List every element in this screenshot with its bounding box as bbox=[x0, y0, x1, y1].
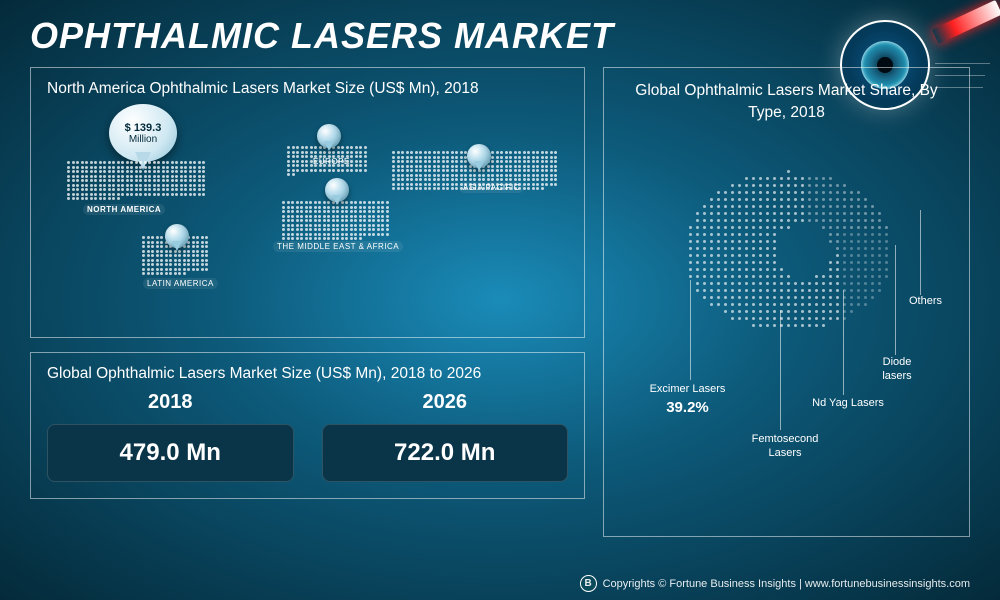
na-callout: $ 139.3 Million bbox=[109, 104, 177, 162]
market-size-panel: Global Ophthalmic Lasers Market Size (US… bbox=[30, 352, 585, 499]
share-panel-title: Global Ophthalmic Lasers Market Share, B… bbox=[620, 80, 953, 123]
seg-others: Others bbox=[903, 295, 948, 309]
callout-value: $ 139.3 bbox=[109, 122, 177, 134]
map-panel: North America Ophthalmic Lasers Market S… bbox=[30, 67, 585, 338]
seg-ndyag: Nd Yag Lasers bbox=[808, 397, 888, 411]
seg-diode: Diode lasers bbox=[872, 356, 922, 384]
pie-chart: Excimer Lasers 39.2% Femtosecond Lasers … bbox=[620, 135, 953, 525]
mea-pin bbox=[325, 178, 349, 202]
footer-text: Copyrights © Fortune Business Insights |… bbox=[603, 578, 970, 590]
ms-year-0: 2018 bbox=[47, 391, 294, 414]
ap-pin bbox=[467, 144, 491, 168]
footer: B Copyrights © Fortune Business Insights… bbox=[580, 575, 970, 592]
ap-label: ASIA PACIFIC bbox=[459, 182, 524, 193]
seg-femto: Femtosecond Lasers bbox=[740, 433, 830, 461]
ms-year-1: 2026 bbox=[322, 391, 569, 414]
mea-label: THE MIDDLE EAST & AFRICA bbox=[273, 241, 403, 252]
eu-label: EUROPE bbox=[309, 156, 354, 167]
la-pin bbox=[165, 224, 189, 248]
na-dots bbox=[67, 161, 207, 200]
footer-badge-icon: B bbox=[580, 575, 597, 592]
seg-value: 39.2% bbox=[640, 399, 735, 418]
map-panel-title: North America Ophthalmic Lasers Market S… bbox=[47, 80, 568, 98]
ms-col-2026: 2026 722.0 Mn bbox=[322, 391, 569, 482]
world-map: $ 139.3 Million NORTH AMERICA LATIN AMER… bbox=[47, 106, 568, 321]
ms-value-1: 722.0 Mn bbox=[322, 424, 569, 482]
market-size-title: Global Ophthalmic Lasers Market Size (US… bbox=[47, 365, 568, 383]
na-label: NORTH AMERICA bbox=[83, 204, 165, 215]
share-panel: Global Ophthalmic Lasers Market Share, B… bbox=[603, 67, 970, 537]
la-label: LATIN AMERICA bbox=[143, 278, 218, 289]
ms-col-2018: 2018 479.0 Mn bbox=[47, 391, 294, 482]
ms-value-0: 479.0 Mn bbox=[47, 424, 294, 482]
callout-unit: Million bbox=[109, 134, 177, 145]
seg-excimer: Excimer Lasers 39.2% bbox=[640, 383, 735, 418]
eu-pin bbox=[317, 124, 341, 148]
seg-label: Excimer Lasers bbox=[640, 383, 735, 397]
